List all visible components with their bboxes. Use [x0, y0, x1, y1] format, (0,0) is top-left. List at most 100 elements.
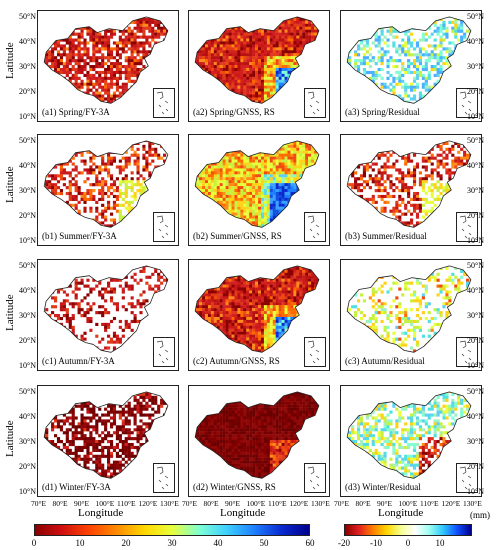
panel-label: (a1) Spring/FY-3A — [42, 107, 110, 117]
china-outline — [194, 265, 320, 353]
panel-label: (a2) Spring/GNSS, RS — [193, 107, 275, 117]
map-panel: (d2) Winter/GNSS, RS — [188, 385, 330, 497]
map-panel: (c3) Autumn/Residual — [340, 259, 482, 371]
china-outline — [43, 16, 169, 104]
china-map — [43, 140, 169, 228]
longitude-tick: 70°E — [334, 499, 350, 508]
latitude-tick: 10°N — [467, 361, 484, 370]
latitude-tick: 20°N — [19, 462, 36, 471]
china-map — [194, 140, 320, 228]
latitude-tick: 10°N — [19, 361, 36, 370]
colorbar-right — [344, 524, 472, 536]
latitude-tick: 10°N — [19, 112, 36, 121]
latitude-tick: 10°N — [19, 236, 36, 245]
longitude-tick: 90°E — [377, 499, 393, 508]
china-outline — [194, 16, 320, 104]
longitude-tick: 120°E — [289, 499, 309, 508]
panel-label: (c1) Autumn/FY-3A — [42, 356, 115, 366]
latitude-tick: 30°N — [19, 311, 36, 320]
latitude-tick: 50°N — [19, 136, 36, 145]
south-china-sea-inset — [153, 463, 175, 493]
colorbar-tick: 0 — [405, 538, 411, 548]
colorbar-tick: 0 — [31, 538, 37, 548]
longitude-tick: 120°E — [441, 499, 461, 508]
longitude-tick: 120°E — [138, 499, 158, 508]
china-outline — [346, 140, 472, 228]
map-panel: (a2) Spring/GNSS, RS — [188, 10, 330, 122]
longitude-tick: 130°E — [463, 499, 482, 508]
china-map — [346, 16, 472, 104]
panel-label: (d2) Winter/GNSS, RS — [193, 482, 276, 492]
panel-label: (c2) Autumn/GNSS, RS — [193, 356, 280, 366]
south-china-sea-inset — [153, 88, 175, 118]
china-map — [346, 391, 472, 479]
latitude-tick: 20°N — [19, 87, 36, 96]
latitude-tick: 50°N — [19, 261, 36, 270]
longitude-tick: 130°E — [311, 499, 330, 508]
latitude-tick: 30°N — [19, 62, 36, 71]
south-china-sea-inset — [304, 337, 326, 367]
colorbar-tick: -20 — [338, 538, 350, 548]
china-outline — [194, 391, 320, 479]
map-panel: (b1) Summer/FY-3A — [37, 134, 179, 246]
china-outline — [346, 265, 472, 353]
longitude-tick: 100°E — [246, 499, 266, 508]
longitude-tick: 100°E — [398, 499, 418, 508]
panel-label: (c3) Autumn/Residual — [345, 356, 425, 366]
latitude-tick: 30°N — [19, 186, 36, 195]
latitude-tick: 20°N — [19, 336, 36, 345]
longitude-tick: 70°E — [182, 499, 198, 508]
longitude-label-1: Longitude — [78, 507, 124, 519]
longitude-tick: 130°E — [160, 499, 179, 508]
map-panel: (c2) Autumn/GNSS, RS — [188, 259, 330, 371]
china-outline — [43, 391, 169, 479]
south-china-sea-inset — [153, 337, 175, 367]
colorbar-tick: 20 — [121, 538, 131, 548]
longitude-tick: 80°E — [203, 499, 219, 508]
panel-label: (b3) Summer/Residual — [345, 231, 427, 241]
map-panel: (a1) Spring/FY-3A — [37, 10, 179, 122]
south-china-sea-inset — [153, 212, 175, 242]
china-outline — [43, 265, 169, 353]
longitude-tick: 90°E — [74, 499, 90, 508]
colorbar-unit: (mm) — [470, 510, 490, 520]
latitude-tick: 30°N — [467, 62, 484, 71]
south-china-sea-inset — [304, 463, 326, 493]
colorbar-tick: 40 — [213, 538, 223, 548]
china-outline — [346, 391, 472, 479]
latitude-tick: 40°N — [467, 161, 484, 170]
latitude-tick: 20°N — [19, 211, 36, 220]
china-outline — [43, 140, 169, 228]
china-map — [194, 265, 320, 353]
china-map — [346, 140, 472, 228]
panel-label: (b1) Summer/FY-3A — [42, 231, 117, 241]
latitude-tick: 50°N — [467, 12, 484, 21]
map-panel: (d1) Winter/FY-3A — [37, 385, 179, 497]
china-map — [346, 265, 472, 353]
south-china-sea-inset — [456, 463, 478, 493]
latitude-tick: 50°N — [467, 387, 484, 396]
latitude-tick: 40°N — [19, 161, 36, 170]
map-panel: (b2) Summer/GNSS, RS — [188, 134, 330, 246]
panel-label: (b2) Summer/GNSS, RS — [193, 231, 282, 241]
latitude-tick: 50°N — [19, 387, 36, 396]
longitude-tick: 110°E — [117, 499, 136, 508]
latitude-tick: 40°N — [467, 412, 484, 421]
china-map — [43, 265, 169, 353]
longitude-tick: 70°E — [31, 499, 47, 508]
latitude-tick: 50°N — [467, 261, 484, 270]
latitude-tick: 20°N — [467, 336, 484, 345]
china-map — [43, 16, 169, 104]
latitude-tick: 50°N — [19, 12, 36, 21]
panel-label: (d1) Winter/FY-3A — [42, 482, 111, 492]
colorbar-tick: 60 — [305, 538, 315, 548]
china-outline — [346, 16, 472, 104]
map-panel: (a3) Spring/Residual — [340, 10, 482, 122]
latitude-tick: 10°N — [467, 487, 484, 496]
latitude-tick: 20°N — [467, 211, 484, 220]
panel-label: (a3) Spring/Residual — [345, 107, 420, 117]
colorbar-tick: -10 — [370, 538, 382, 548]
latitude-tick: 10°N — [467, 112, 484, 121]
longitude-label-2: Longitude — [220, 507, 266, 519]
map-panel: (c1) Autumn/FY-3A — [37, 259, 179, 371]
